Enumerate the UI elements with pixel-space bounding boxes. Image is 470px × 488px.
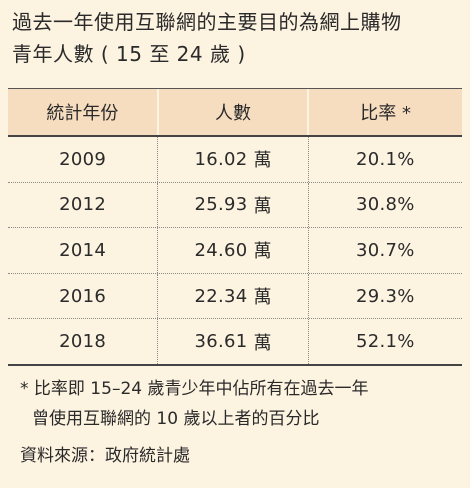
header-count: 人數 (156, 89, 308, 135)
count-value: 24.60 (194, 239, 248, 261)
ratio-cell: 52.1% (307, 319, 462, 364)
count-value: 16.02 (194, 148, 248, 170)
count-value: 36.61 (194, 331, 248, 353)
table-row: 2018 36.61 萬 52.1% (8, 319, 462, 366)
title-line-2: 青年人數 ( 15 至 24 歲 ) (12, 42, 246, 66)
table-top-rule (8, 88, 462, 89)
count-cell: 22.34 萬 (157, 273, 307, 319)
table-row: 2012 25.93 萬 30.8% (8, 182, 462, 229)
year-cell: 2018 (59, 331, 107, 353)
count-cell: 16.02 萬 (157, 137, 307, 182)
table-header-row: 統計年份 人數 比率 * (8, 89, 462, 137)
statistics-table: 統計年份 人數 比率 * 2009 16.02 萬 20.1% 2012 25.… (8, 88, 462, 366)
count-cell: 36.61 萬 (157, 319, 307, 364)
ratio-cell: 20.1% (307, 137, 462, 182)
count-unit: 萬 (253, 150, 272, 172)
year-cell: 2016 (59, 285, 107, 307)
count-unit: 萬 (253, 287, 272, 309)
table-row: 2009 16.02 萬 20.1% (8, 137, 462, 183)
ratio-cell: 30.8% (307, 182, 462, 228)
year-cell: 2012 (59, 194, 107, 216)
count-value: 22.34 (194, 285, 248, 307)
table-row: 2014 24.60 萬 30.7% (8, 228, 462, 274)
ratio-cell: 30.7% (307, 228, 462, 273)
count-value: 25.93 (194, 194, 248, 216)
footnote-line-2: 曾使用互聯網的 10 歲以上者的百分比 (32, 409, 320, 429)
data-source: 資料來源：政府統計處 (20, 446, 190, 466)
count-cell: 24.60 萬 (157, 228, 307, 273)
title-line-1: 過去一年使用互聯網的主要目的為網上購物 (12, 10, 402, 34)
header-year: 統計年份 (46, 103, 119, 124)
ratio-cell: 29.3% (307, 273, 462, 319)
year-cell: 2014 (59, 239, 107, 261)
count-unit: 萬 (253, 241, 272, 263)
table-row: 2016 22.34 萬 29.3% (8, 273, 462, 320)
footnote: * 比率即 15–24 歲青少年中佔所有在過去一年 曾使用互聯網的 10 歲以上… (20, 374, 465, 434)
year-cell: 2009 (59, 148, 107, 170)
footnote-line-1: * 比率即 15–24 歲青少年中佔所有在過去一年 (20, 379, 369, 399)
count-cell: 25.93 萬 (157, 182, 307, 228)
header-ratio: 比率 * (307, 89, 462, 135)
count-unit: 萬 (253, 195, 272, 217)
count-unit: 萬 (253, 332, 272, 354)
page-title: 過去一年使用互聯網的主要目的為網上購物 青年人數 ( 15 至 24 歲 ) (12, 6, 462, 70)
